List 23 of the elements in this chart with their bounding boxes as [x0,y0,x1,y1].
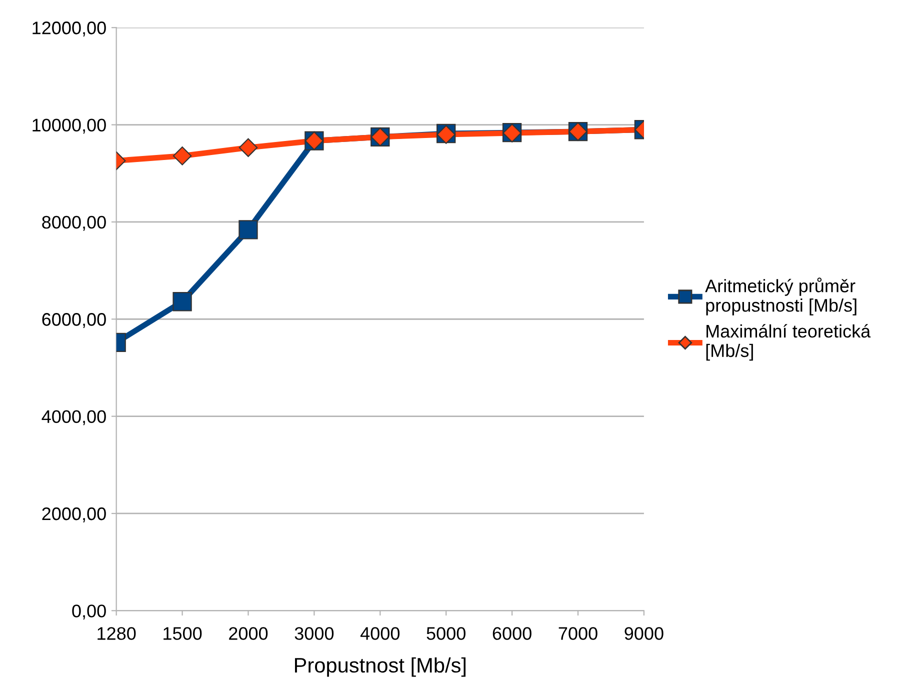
y-tick-label: 8000,00 [42,216,106,231]
x-tick-label: 9000 [624,627,664,640]
point [238,138,258,158]
x-tick-label: 7000 [558,627,598,640]
point [238,220,258,240]
legend-label: Maximální teoretická [Mb/s] [706,324,871,361]
y-tick-label: 12000,00 [32,22,106,36]
y-tick-label: 0,00 [72,604,106,620]
x-tick-label: 2000 [229,627,268,640]
legend-label: Aritmetický průměr propustnosti [Mb/s] [705,278,856,316]
x-tick-label: 5000 [426,627,466,640]
x-tick-label: 4000 [360,627,400,640]
x-axis-title: Propustnost [Mb/s] [295,657,466,677]
point [172,292,192,312]
x-tick-label: 3000 [294,627,334,640]
y-tick-label: 2000,00 [42,507,106,522]
x-tick-label: 1500 [164,627,202,640]
y-tick-label: 4000,00 [42,410,106,426]
y-tick-label: 10000,00 [32,118,106,134]
x-tick-label: 1280 [98,627,136,640]
y-tick-label: 6000,00 [42,313,106,328]
point [172,146,192,166]
x-tick-label: 6000 [492,627,532,640]
